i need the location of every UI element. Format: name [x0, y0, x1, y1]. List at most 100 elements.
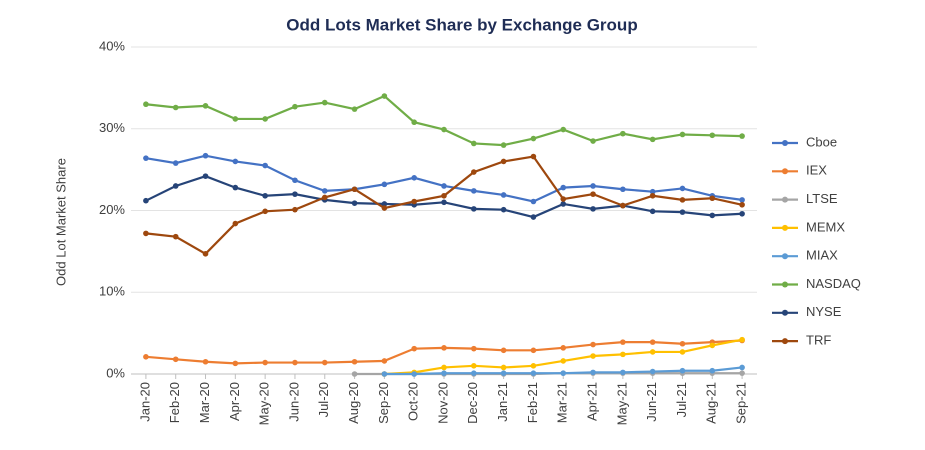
data-point	[172, 160, 179, 166]
data-point	[530, 198, 537, 205]
data-point	[590, 353, 596, 359]
data-point	[679, 209, 686, 215]
data-point	[292, 191, 298, 197]
data-point	[262, 192, 268, 199]
data-point	[232, 184, 239, 191]
data-point	[739, 370, 745, 376]
x-tick-label: Nov-20	[435, 382, 450, 424]
data-point	[262, 116, 268, 122]
data-point	[739, 210, 745, 217]
data-point	[649, 349, 656, 355]
data-point	[500, 192, 507, 198]
legend-label: MEMX	[806, 219, 845, 234]
data-point	[709, 212, 716, 219]
data-point	[590, 183, 596, 189]
data-point	[381, 358, 388, 364]
series-line	[145, 155, 743, 256]
data-point	[202, 173, 209, 179]
data-point	[471, 140, 477, 147]
data-point	[232, 158, 239, 165]
legend-marker	[782, 168, 788, 175]
data-point	[739, 133, 745, 139]
data-point	[172, 356, 179, 363]
data-point	[202, 251, 209, 257]
x-tick-label: Jan-21	[495, 382, 510, 422]
data-point	[709, 195, 716, 202]
data-point	[172, 233, 179, 240]
data-point	[590, 191, 596, 197]
data-point	[441, 364, 447, 371]
data-point	[679, 131, 686, 138]
data-point	[172, 104, 179, 111]
x-tick-label: Jul-20	[316, 382, 331, 417]
data-point	[441, 199, 447, 206]
data-point	[441, 183, 447, 189]
data-point	[351, 200, 358, 206]
data-point	[351, 186, 358, 193]
data-point	[709, 367, 716, 374]
data-point	[560, 196, 567, 202]
data-point	[471, 363, 477, 369]
data-point	[351, 358, 358, 365]
legend-label: TRF	[806, 333, 831, 348]
data-point	[143, 354, 149, 360]
y-tick-label: 30%	[99, 120, 125, 135]
data-point	[590, 341, 596, 348]
legend-label: Cboe	[806, 134, 837, 149]
data-point	[411, 198, 417, 205]
data-point	[202, 358, 209, 365]
data-point	[172, 183, 179, 189]
data-point	[143, 155, 149, 161]
data-point	[679, 349, 686, 355]
data-point	[411, 119, 417, 126]
data-point	[262, 208, 268, 215]
data-point	[262, 162, 268, 169]
data-point	[560, 184, 567, 191]
data-point	[471, 169, 477, 175]
x-tick-label: Feb-21	[525, 382, 540, 423]
data-point	[500, 206, 507, 213]
data-point	[500, 347, 507, 354]
data-point	[649, 368, 656, 375]
data-point	[649, 339, 656, 345]
data-point	[292, 359, 298, 366]
data-point	[500, 370, 507, 376]
x-tick-label: Mar-21	[555, 382, 570, 423]
x-tick-label: Aug-21	[704, 382, 719, 424]
data-point	[709, 132, 716, 139]
data-point	[411, 175, 417, 181]
data-point	[471, 206, 477, 212]
data-point	[739, 201, 745, 208]
data-point	[441, 192, 447, 199]
data-point	[471, 370, 477, 376]
x-tick-label: May-20	[257, 382, 272, 425]
x-tick-label: Sep-21	[734, 382, 749, 424]
legend-label: MIAX	[806, 248, 838, 263]
y-tick-label: 20%	[99, 202, 125, 217]
x-tick-label: Jul-21	[674, 382, 689, 417]
data-point	[679, 197, 686, 203]
data-point	[620, 130, 626, 137]
data-point	[202, 103, 209, 109]
data-point	[590, 369, 596, 376]
data-point	[500, 158, 507, 165]
data-point	[530, 363, 537, 369]
legend-label: IEX	[806, 163, 827, 178]
x-tick-label: Apr-21	[584, 382, 599, 421]
data-point	[381, 201, 388, 207]
data-point	[441, 345, 447, 351]
data-point	[441, 126, 447, 133]
data-point	[232, 116, 239, 122]
data-point	[143, 197, 149, 204]
data-point	[500, 142, 507, 148]
data-point	[560, 345, 567, 351]
data-point	[590, 138, 596, 144]
x-tick-label: Oct-20	[406, 382, 421, 421]
legend-marker	[782, 338, 788, 345]
data-point	[441, 370, 447, 376]
data-point	[530, 347, 537, 354]
data-point	[500, 364, 507, 371]
x-tick-label: Apr-20	[227, 382, 242, 421]
x-tick-label: Mar-20	[197, 382, 212, 423]
data-point	[739, 364, 745, 371]
